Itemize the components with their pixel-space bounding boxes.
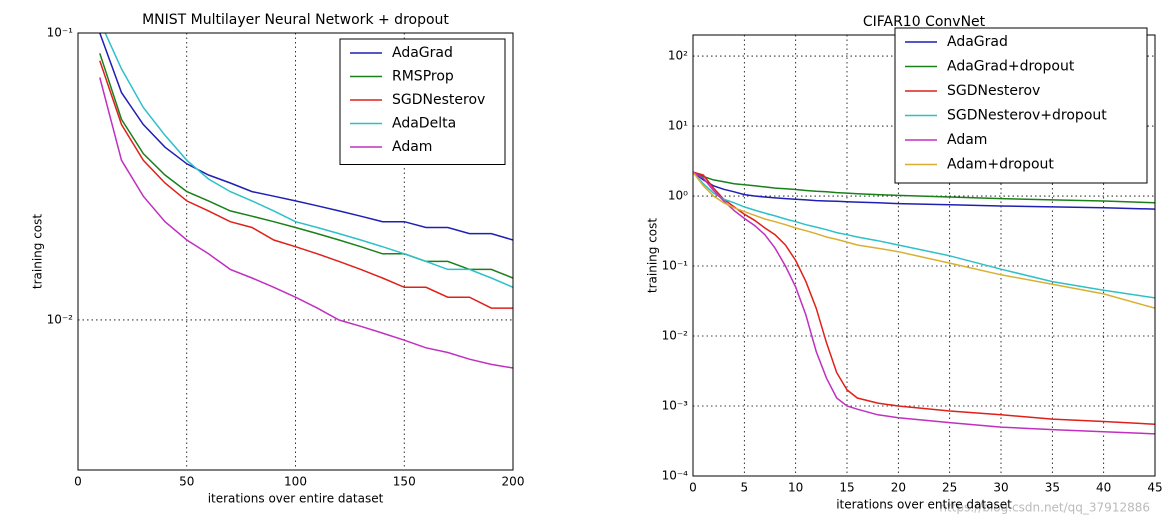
y-axis-label: training cost	[646, 218, 660, 293]
x-tick-label: 0	[74, 475, 82, 489]
legend-label: SGDNesterov+dropout	[947, 108, 1107, 124]
x-axis-label: iterations over entire dataset	[208, 492, 384, 506]
x-tick-label: 5	[741, 481, 749, 495]
chart-title: CIFAR10 ConvNet	[863, 14, 986, 30]
line	[99, 33, 513, 241]
y-tick-label: 10⁰	[668, 189, 688, 203]
y-axis-label: training cost	[31, 214, 45, 289]
y-tick-label: 10¹	[668, 119, 688, 133]
legend-box	[894, 27, 1148, 184]
line	[693, 171, 1155, 299]
x-tick-label: 10	[788, 481, 803, 495]
y-tick-label: 10⁻¹	[662, 259, 689, 273]
plot-area	[99, 33, 513, 369]
x-tick-label: 200	[502, 475, 525, 489]
line	[99, 53, 513, 279]
legend-label: AdaGrad+dropout	[947, 59, 1075, 75]
axes-frame	[77, 32, 514, 471]
legend-label: Adam	[392, 139, 432, 155]
y-tick-label: 10⁻²	[47, 312, 74, 326]
legend-label: AdaGrad	[392, 45, 453, 61]
x-tick-label: 15	[839, 481, 854, 495]
plot-area	[693, 171, 1155, 435]
x-tick-label: 30	[993, 481, 1008, 495]
legend-label: AdaGrad	[947, 34, 1008, 50]
y-tick-label: 10⁻³	[662, 399, 689, 413]
y-tick-label: 10⁻²	[662, 329, 689, 343]
x-tick-label: 0	[689, 481, 697, 495]
y-tick-label: 10⁻⁴	[662, 469, 689, 483]
chart-title: MNIST Multilayer Neural Network + dropou…	[142, 12, 449, 28]
line	[693, 171, 1155, 435]
y-tick-label: 10⁻¹	[47, 26, 74, 40]
line	[693, 171, 1155, 210]
y-tick-label: 10²	[668, 49, 688, 63]
watermark: https://blog.csdn.net/qq_37912886	[939, 501, 1150, 515]
x-tick-label: 20	[891, 481, 906, 495]
x-tick-label: 35	[1045, 481, 1060, 495]
line	[99, 77, 513, 369]
legend-label: RMSProp	[392, 69, 454, 85]
line	[693, 171, 1155, 204]
x-tick-label: 40	[1096, 481, 1111, 495]
x-tick-label: 150	[393, 475, 416, 489]
legend-label: AdaDelta	[392, 116, 456, 132]
x-tick-label: 25	[942, 481, 957, 495]
x-axis-label: iterations over entire dataset	[836, 498, 1012, 512]
line	[693, 171, 1155, 425]
legend-label: SGDNesterov	[392, 92, 485, 108]
x-tick-label: 45	[1147, 481, 1162, 495]
x-tick-label: 100	[284, 475, 307, 489]
legend-box	[339, 38, 506, 165]
line	[104, 33, 513, 288]
legend-label: SGDNesterov	[947, 83, 1040, 99]
line	[693, 171, 1155, 309]
line	[99, 60, 513, 309]
legend-label: Adam+dropout	[947, 157, 1054, 173]
legend-label: Adam	[947, 132, 987, 148]
x-tick-label: 50	[179, 475, 194, 489]
